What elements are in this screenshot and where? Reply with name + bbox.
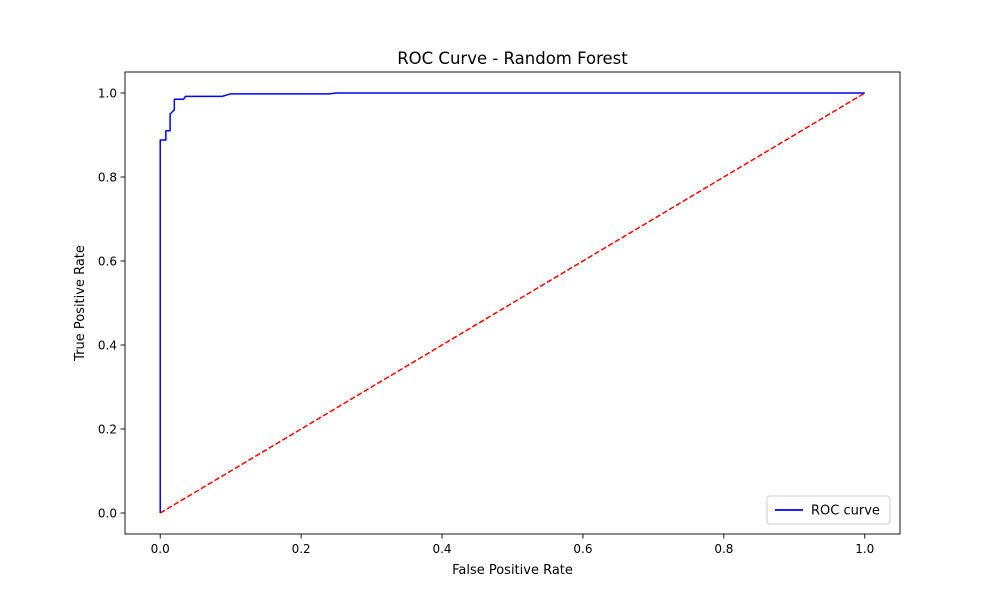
x-tick-label: 0.2 xyxy=(292,542,311,556)
legend-label: ROC curve xyxy=(811,504,880,519)
x-tick-label: 0.4 xyxy=(432,542,451,556)
legend-box xyxy=(766,495,891,525)
chance-diagonal-line xyxy=(159,92,866,514)
y-tick-label: 0.8 xyxy=(98,171,117,185)
x-axis-label: False Positive Rate xyxy=(452,563,573,578)
legend: ROC curve xyxy=(766,495,891,525)
y-tick-label: 0.0 xyxy=(98,507,117,521)
axes-frame xyxy=(124,71,901,535)
x-tick-label: 0.6 xyxy=(573,542,592,556)
y-tick-label: 1.0 xyxy=(98,87,117,101)
y-tick-label: 0.4 xyxy=(98,339,117,353)
y-tick-label: 0.2 xyxy=(98,423,117,437)
chart-title: ROC Curve - Random Forest xyxy=(397,49,628,68)
x-tick-label: 0.8 xyxy=(714,542,733,556)
x-tick-label: 1.0 xyxy=(855,542,874,556)
roc-curve-line xyxy=(159,92,865,513)
y-tick-label: 0.6 xyxy=(98,255,117,269)
axis-ticks: 0.0 0.2 0.4 0.6 0.8 1.0 0.0 0.2 0.4 0.6 0.8 1.0 xyxy=(98,87,874,557)
plot-area xyxy=(124,71,901,535)
x-tick-label: 0.0 xyxy=(151,542,170,556)
y-axis-label: True Positive Rate xyxy=(73,245,88,362)
